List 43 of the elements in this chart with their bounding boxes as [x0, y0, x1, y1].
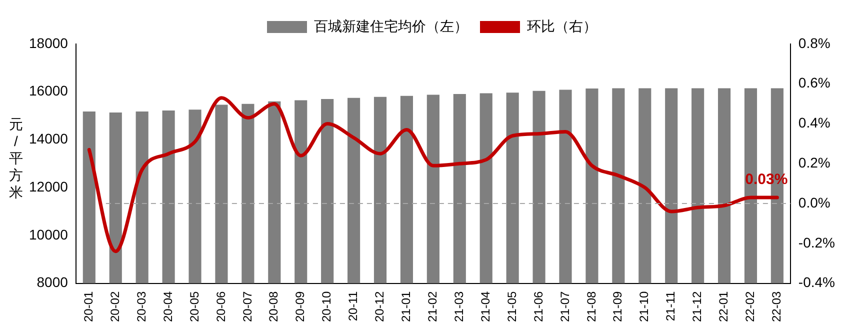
x-tick-label: 20-12 [372, 290, 387, 322]
x-tick-label: 21-09 [610, 290, 625, 322]
x-tick-label: 21-06 [531, 290, 546, 322]
x-tick-label: 21-04 [478, 290, 492, 322]
y2-tick-label: 0.2% [798, 154, 830, 171]
x-tick-label: 20-04 [160, 290, 175, 322]
x-tick-label: 20-01 [81, 290, 96, 322]
legend-label: 环比（右） [527, 18, 597, 34]
x-tick-label: 21-02 [425, 290, 440, 322]
x-tick-label: 21-07 [558, 290, 572, 322]
y2-tick-label: -0.2% [798, 234, 836, 250]
y-axis-title: 元/平方米 [8, 116, 24, 201]
y-tick-label: 14000 [28, 130, 68, 147]
legend-label: 百城新建住宅均价（左） [314, 18, 468, 34]
x-tick-label: 21-01 [399, 290, 414, 322]
y-tick-label: 18000 [28, 34, 68, 51]
x-tick-label: 22-01 [716, 290, 731, 322]
x-tick-label: 20-10 [320, 290, 334, 322]
x-tick-label: 20-06 [214, 290, 228, 322]
x-tick-label: 20-05 [187, 290, 202, 322]
x-tick-label: 20-02 [108, 290, 122, 322]
y-tick-label: 12000 [28, 178, 68, 194]
x-tick-label: 22-02 [743, 290, 758, 322]
x-tick-label: 20-07 [240, 290, 254, 322]
y-tick-label: 10000 [28, 226, 68, 242]
x-tick-label: 21-05 [504, 290, 519, 322]
x-tick-label: 21-08 [584, 290, 598, 322]
x-tick-label: 20-09 [293, 290, 308, 322]
x-tick-label: 21-12 [690, 290, 704, 322]
x-tick-label: 20-03 [134, 290, 148, 322]
y2-tick-label: 0.0% [798, 194, 830, 210]
x-tick-label: 22-03 [770, 290, 784, 322]
x-tick-label: 21-10 [637, 290, 652, 322]
y2-tick-label: 0.6% [798, 74, 830, 91]
y-tick-label: 16000 [28, 82, 68, 99]
y2-tick-label: 0.8% [798, 34, 830, 51]
x-tick-label: 21-03 [452, 290, 466, 322]
x-tick-label: 20-11 [346, 290, 360, 322]
y2-tick-label: -0.4% [798, 274, 836, 290]
y2-tick-label: 0.4% [798, 114, 830, 131]
y-tick-label: 8000 [36, 274, 68, 290]
x-tick-label: 20-08 [266, 290, 281, 322]
x-tick-label: 21-11 [664, 290, 678, 322]
